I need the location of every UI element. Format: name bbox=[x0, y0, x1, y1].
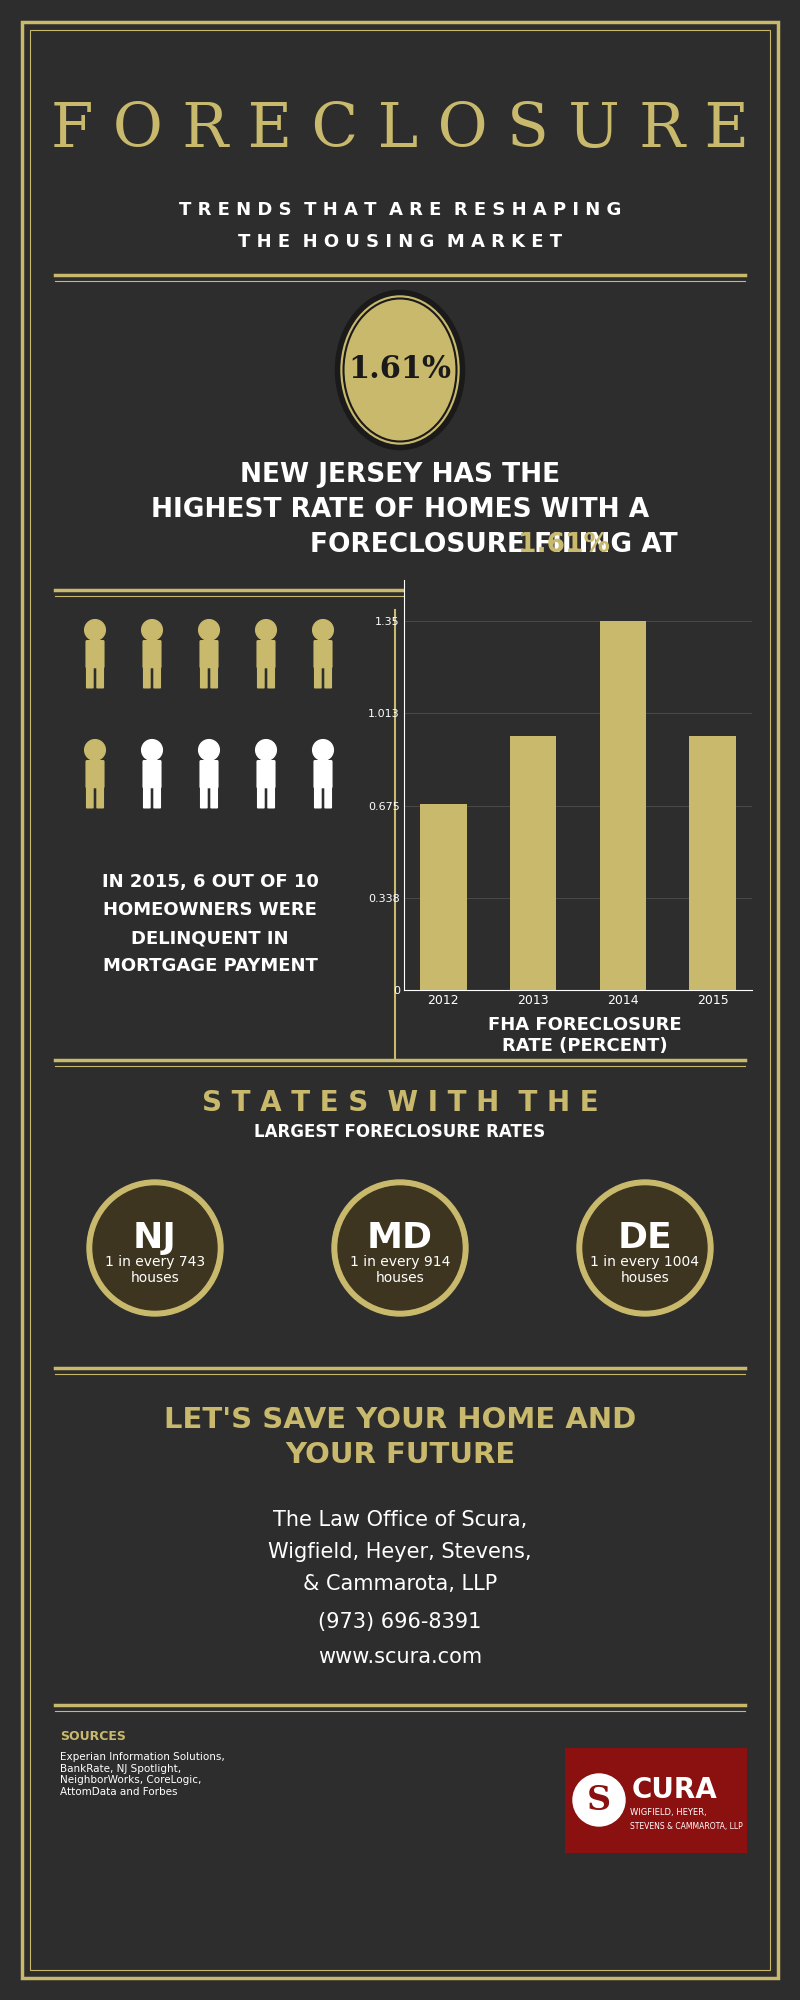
Circle shape bbox=[198, 620, 219, 640]
FancyBboxPatch shape bbox=[200, 664, 208, 688]
Circle shape bbox=[87, 1180, 223, 1316]
Text: LARGEST FORECLOSURE RATES: LARGEST FORECLOSURE RATES bbox=[254, 1124, 546, 1140]
FancyBboxPatch shape bbox=[257, 760, 275, 788]
FancyBboxPatch shape bbox=[199, 640, 218, 668]
FancyBboxPatch shape bbox=[324, 784, 332, 808]
Text: HIGHEST RATE OF HOMES WITH A: HIGHEST RATE OF HOMES WITH A bbox=[151, 496, 649, 522]
Circle shape bbox=[85, 740, 106, 760]
Bar bbox=[599, 620, 646, 990]
Circle shape bbox=[85, 620, 106, 640]
FancyBboxPatch shape bbox=[154, 664, 161, 688]
FancyBboxPatch shape bbox=[154, 784, 161, 808]
FancyBboxPatch shape bbox=[314, 640, 333, 668]
FancyBboxPatch shape bbox=[257, 664, 265, 688]
Text: & Cammarota, LLP: & Cammarota, LLP bbox=[303, 1574, 497, 1594]
FancyBboxPatch shape bbox=[314, 664, 322, 688]
FancyBboxPatch shape bbox=[324, 664, 332, 688]
Text: MD: MD bbox=[367, 1220, 433, 1256]
Circle shape bbox=[256, 620, 276, 640]
Circle shape bbox=[198, 740, 219, 760]
FancyBboxPatch shape bbox=[314, 760, 333, 788]
Text: houses: houses bbox=[621, 1272, 670, 1286]
Text: T H E  H O U S I N G  M A R K E T: T H E H O U S I N G M A R K E T bbox=[238, 232, 562, 250]
Text: CURA: CURA bbox=[632, 1776, 718, 1804]
Circle shape bbox=[93, 1186, 217, 1310]
Text: FORECLOSURE FILING AT: FORECLOSURE FILING AT bbox=[310, 532, 678, 558]
FancyBboxPatch shape bbox=[314, 784, 322, 808]
Text: T R E N D S  T H A T  A R E  R E S H A P I N G: T R E N D S T H A T A R E R E S H A P I … bbox=[179, 202, 621, 218]
Circle shape bbox=[142, 620, 162, 640]
Text: houses: houses bbox=[130, 1272, 179, 1286]
FancyBboxPatch shape bbox=[96, 664, 104, 688]
Text: 1 in every 914: 1 in every 914 bbox=[350, 1256, 450, 1270]
Ellipse shape bbox=[338, 292, 462, 448]
Text: NEW JERSEY HAS THE: NEW JERSEY HAS THE bbox=[240, 462, 560, 488]
FancyBboxPatch shape bbox=[142, 640, 162, 668]
Text: 1 in every 1004: 1 in every 1004 bbox=[590, 1256, 699, 1270]
FancyBboxPatch shape bbox=[267, 784, 275, 808]
Text: WIGFIELD, HEYER,: WIGFIELD, HEYER, bbox=[630, 1808, 706, 1818]
Text: RATE (PERCENT): RATE (PERCENT) bbox=[502, 1036, 668, 1056]
FancyBboxPatch shape bbox=[86, 760, 105, 788]
Text: STEVENS & CAMMAROTA, LLP: STEVENS & CAMMAROTA, LLP bbox=[630, 1822, 742, 1830]
Bar bbox=[565, 1748, 747, 1852]
Text: 1.61%: 1.61% bbox=[349, 354, 451, 386]
Text: NJ: NJ bbox=[133, 1220, 177, 1256]
FancyBboxPatch shape bbox=[86, 640, 105, 668]
FancyBboxPatch shape bbox=[96, 784, 104, 808]
Text: FHA FORECLOSURE: FHA FORECLOSURE bbox=[488, 1016, 682, 1034]
Circle shape bbox=[332, 1180, 468, 1316]
FancyBboxPatch shape bbox=[143, 664, 150, 688]
Text: 1.61%: 1.61% bbox=[518, 532, 610, 558]
Circle shape bbox=[573, 1774, 625, 1826]
Circle shape bbox=[313, 620, 334, 640]
Circle shape bbox=[338, 1186, 462, 1310]
Text: YOUR FUTURE: YOUR FUTURE bbox=[285, 1440, 515, 1468]
FancyBboxPatch shape bbox=[86, 664, 94, 688]
Text: DELINQUENT IN: DELINQUENT IN bbox=[131, 928, 289, 948]
Circle shape bbox=[577, 1180, 713, 1316]
Text: S T A T E S  W I T H  T H E: S T A T E S W I T H T H E bbox=[202, 1088, 598, 1116]
Circle shape bbox=[313, 740, 334, 760]
Text: LET'S SAVE YOUR HOME AND: LET'S SAVE YOUR HOME AND bbox=[164, 1406, 636, 1434]
Text: HOMEOWNERS WERE: HOMEOWNERS WERE bbox=[103, 900, 317, 920]
Text: Wigfield, Heyer, Stevens,: Wigfield, Heyer, Stevens, bbox=[268, 1542, 532, 1562]
Text: www.scura.com: www.scura.com bbox=[318, 1648, 482, 1668]
Bar bbox=[510, 736, 557, 990]
Bar bbox=[690, 736, 736, 990]
Text: 1 in every 743: 1 in every 743 bbox=[105, 1256, 205, 1270]
Circle shape bbox=[256, 740, 276, 760]
Text: S: S bbox=[587, 1784, 611, 1816]
Ellipse shape bbox=[343, 298, 457, 442]
Text: IN 2015, 6 OUT OF 10: IN 2015, 6 OUT OF 10 bbox=[102, 872, 318, 892]
Text: F O R E C L O S U R E: F O R E C L O S U R E bbox=[51, 100, 749, 160]
FancyBboxPatch shape bbox=[199, 760, 218, 788]
FancyBboxPatch shape bbox=[210, 664, 218, 688]
FancyBboxPatch shape bbox=[267, 664, 275, 688]
Text: houses: houses bbox=[376, 1272, 424, 1286]
FancyBboxPatch shape bbox=[86, 784, 94, 808]
FancyBboxPatch shape bbox=[210, 784, 218, 808]
Text: MORTGAGE PAYMENT: MORTGAGE PAYMENT bbox=[102, 958, 318, 976]
Text: (973) 696-8391: (973) 696-8391 bbox=[318, 1612, 482, 1632]
Text: SOURCES: SOURCES bbox=[60, 1730, 126, 1742]
Circle shape bbox=[142, 740, 162, 760]
Text: DE: DE bbox=[618, 1220, 672, 1256]
FancyBboxPatch shape bbox=[257, 640, 275, 668]
FancyBboxPatch shape bbox=[143, 784, 150, 808]
FancyBboxPatch shape bbox=[142, 760, 162, 788]
Text: The Law Office of Scura,: The Law Office of Scura, bbox=[273, 1510, 527, 1530]
FancyBboxPatch shape bbox=[200, 784, 208, 808]
Circle shape bbox=[583, 1186, 707, 1310]
Text: Experian Information Solutions,
BankRate, NJ Spotlight,
NeighborWorks, CoreLogic: Experian Information Solutions, BankRate… bbox=[60, 1752, 225, 1796]
Bar bbox=[420, 804, 466, 990]
FancyBboxPatch shape bbox=[257, 784, 265, 808]
